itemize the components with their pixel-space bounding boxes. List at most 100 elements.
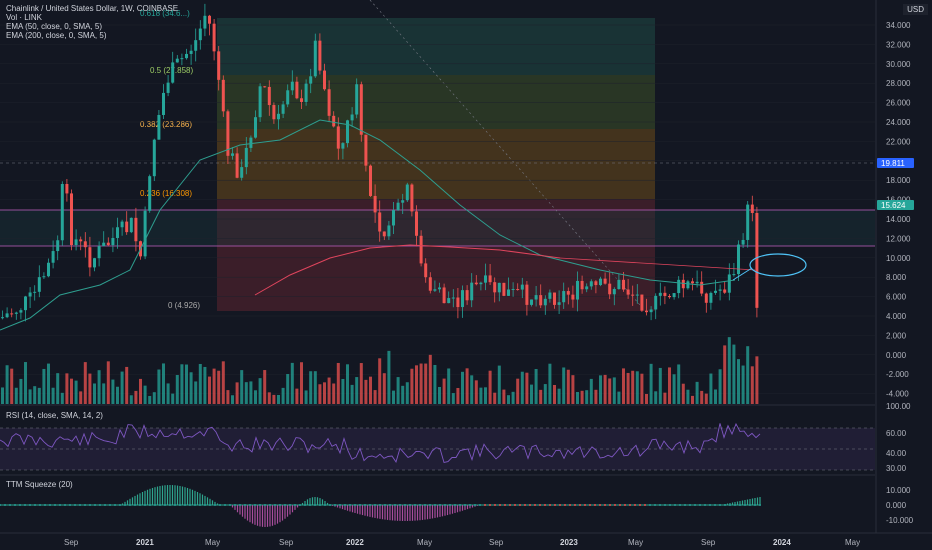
price-axis-label: 32.000 [886,40,911,49]
candle-body [677,279,681,294]
candle-body [318,40,322,71]
volume-bar [148,395,152,404]
candle-body [240,167,244,178]
ttm-squeeze-dot [414,504,416,506]
candle-body [516,288,520,290]
ttm-squeeze-dot [334,504,336,506]
candle-body [709,292,713,303]
ttm-squeeze-dot [474,504,476,506]
ema50-indicator-label[interactable]: EMA (50, close, 0, SMA, 5) [6,22,103,31]
ttm-squeeze-dot [614,504,616,506]
volume-bar [359,363,363,404]
level-price-tag [877,158,914,168]
ttm-squeeze-dot [389,504,391,506]
volume-bar [677,364,681,404]
volume-bar [134,390,138,404]
volume-bar [433,364,437,404]
ttm-squeeze-dot [464,504,466,506]
ttm-squeeze-dot [279,504,281,506]
time-axis-label: May [628,538,643,547]
candle-body [396,202,400,211]
ttm-squeeze-dot [24,504,26,506]
ttm-squeeze-dot [449,504,451,506]
ema200-indicator-label[interactable]: EMA (200, close, 0, SMA, 5) [6,31,107,40]
volume-bar [461,371,464,404]
volume-bar [691,395,694,404]
volume-bar [392,390,395,404]
volume-bar [502,389,506,404]
candle-body [231,153,234,156]
candle-body [484,275,487,283]
ttm-squeeze-dot [39,504,41,506]
volume-bar [355,377,359,404]
ttm-squeeze-dot [419,504,421,506]
volume-bar [539,389,543,404]
ttm-indicator-label[interactable]: TTM Squeeze (20) [6,480,73,489]
ttm-squeeze-dot [714,504,716,506]
volume-bar [272,394,276,404]
candle-body [433,289,437,291]
ttm-squeeze-dot [44,504,46,506]
ttm-squeeze-dot [59,504,61,506]
ttm-squeeze-dot [484,504,486,506]
candle-body [686,281,690,289]
ttm-squeeze-dot [494,504,496,506]
volume-indicator-label[interactable]: Vol · LINK [6,13,43,22]
candle-body [355,84,359,115]
ttm-squeeze-dot [399,504,401,506]
ttm-squeeze-dot [429,504,431,506]
candle-body [290,81,294,91]
ttm-squeeze-dot [129,504,131,506]
ttm-squeeze-dot [519,504,521,506]
candle-body [488,275,492,283]
candle-body [525,284,529,305]
volume-bar [488,370,492,404]
ttm-squeeze-dot [574,504,576,506]
volume-bar [493,392,497,404]
currency-label[interactable]: USD [903,4,928,15]
ttm-squeeze-dot [229,504,231,506]
candle-body [19,310,23,313]
candle-body [189,50,193,54]
ttm-squeeze-dot [239,504,241,506]
volume-bar [658,367,662,404]
ttm-squeeze-dot [109,504,111,506]
volume-bar [327,377,331,404]
candle-body [152,139,156,177]
rsi-axis-label: 40.00 [886,449,907,458]
volume-bar [65,373,69,404]
candle-body [520,284,524,290]
volume-bar [249,381,253,404]
ttm-squeeze-dot [164,504,166,506]
candle-body [10,313,14,315]
ttm-squeeze-dot [649,504,651,506]
ttm-squeeze-dot [454,504,456,506]
candle-body [502,282,506,296]
symbol-title[interactable]: Chainlink / United States Dollar, 1W, CO… [6,4,179,13]
volume-bar [189,372,193,404]
volume-bar [244,382,248,404]
last-price-tag [877,200,914,210]
candle-body [755,212,759,308]
candle-body [198,28,202,41]
volume-bar [111,379,115,404]
volume-bar [102,383,106,404]
volume-bar [235,382,239,404]
candle-body [511,288,515,290]
volume-bar [594,389,598,404]
candle-body [56,240,60,252]
candle-body [419,235,423,264]
volume-bar [79,391,83,404]
volume-bar [212,368,216,404]
candle-body [93,258,96,268]
candle-body [336,126,340,149]
volume-bar [695,381,699,404]
candle-body [668,295,671,298]
highlight-circle[interactable] [749,253,807,277]
rsi-indicator-label[interactable]: RSI (14, close, SMA, 14, 2) [6,411,103,420]
ttm-squeeze-dot [354,504,356,506]
volume-bar [741,365,745,404]
candle-body [640,294,644,311]
ttm-squeeze-dot [349,504,351,506]
